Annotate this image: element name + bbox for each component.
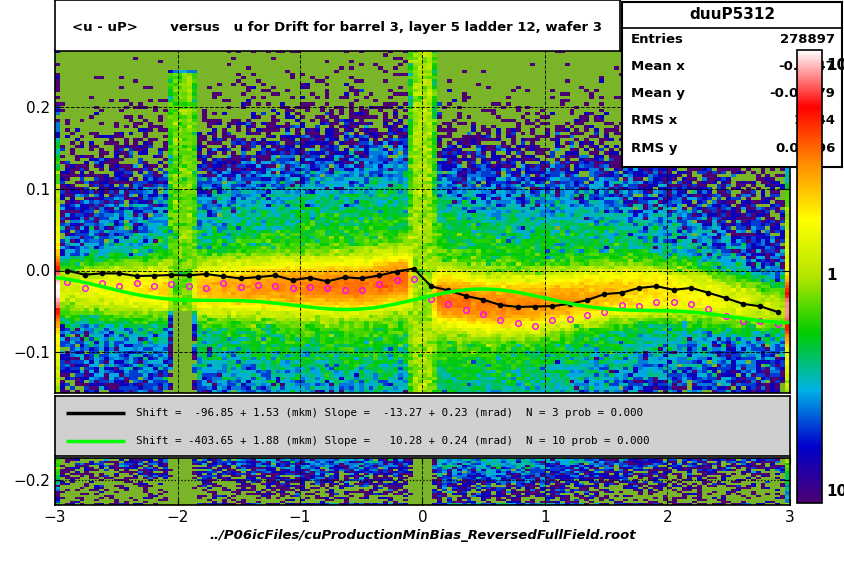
Text: 1: 1 <box>825 269 836 283</box>
Text: Entries: Entries <box>630 32 683 45</box>
Text: <u - uP>       versus   u for Drift for barrel 3, layer 5 ladder 12, wafer 3: <u - uP> versus u for Drift for barrel 3… <box>72 22 601 34</box>
Text: Shift =  -96.85 + 1.53 (mkm) Slope =  -13.27 + 0.23 (mrad)  N = 3 prob = 0.000: Shift = -96.85 + 1.53 (mkm) Slope = -13.… <box>136 408 642 418</box>
Text: RMS y: RMS y <box>630 141 676 154</box>
Text: duuP5312: duuP5312 <box>688 7 774 22</box>
Text: 10: 10 <box>825 483 844 499</box>
Text: 1.644: 1.644 <box>793 114 835 127</box>
X-axis label: ../P06icFiles/cuProductionMinBias_ReversedFullField.root: ../P06icFiles/cuProductionMinBias_Revers… <box>209 529 635 542</box>
Text: -0.02679: -0.02679 <box>769 87 835 100</box>
Text: -0.1047: -0.1047 <box>777 60 835 73</box>
Text: Shift = -403.65 + 1.88 (mkm) Slope =   10.28 + 0.24 (mrad)  N = 10 prob = 0.000: Shift = -403.65 + 1.88 (mkm) Slope = 10.… <box>136 436 648 446</box>
Text: 0.09096: 0.09096 <box>774 141 835 154</box>
Text: Mean x: Mean x <box>630 60 684 73</box>
Text: Mean y: Mean y <box>630 87 684 100</box>
Text: RMS x: RMS x <box>630 114 676 127</box>
Text: 278897: 278897 <box>780 32 835 45</box>
Text: 10: 10 <box>825 57 844 73</box>
